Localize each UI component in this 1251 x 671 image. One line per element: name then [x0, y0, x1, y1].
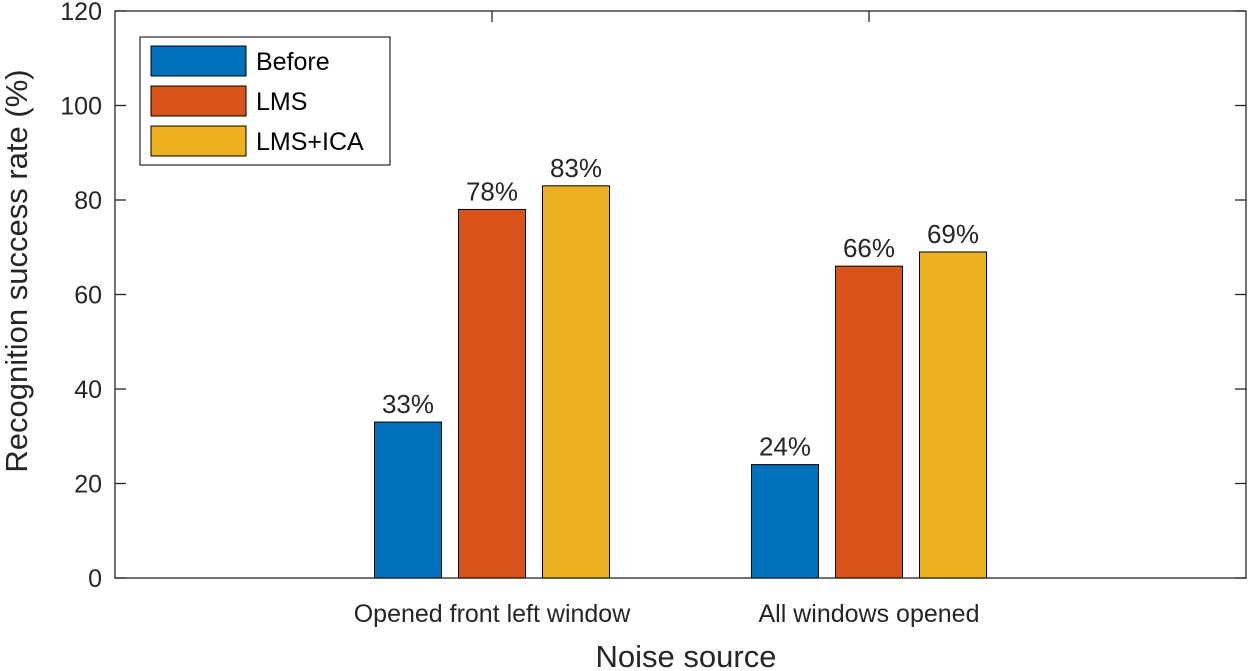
bar-lms-ica — [542, 185, 610, 579]
data-label: 78% — [466, 176, 518, 206]
y-tick-label: 120 — [60, 0, 102, 26]
data-label: 83% — [550, 153, 602, 183]
data-label: 24% — [759, 432, 811, 462]
y-tick-label: 40 — [74, 376, 102, 404]
y-axis-title: Recognition success rate (%) — [0, 69, 34, 472]
bar-lms — [835, 265, 903, 579]
legend-label: LMS — [256, 88, 307, 116]
x-tick-label: Opened front left window — [354, 600, 631, 628]
legend-label: LMS+ICA — [256, 128, 364, 156]
bar-lms-ica — [919, 251, 987, 579]
data-labels: 33% 24% 78% 66% 83% 69% — [382, 153, 979, 462]
legend-swatch — [150, 125, 247, 157]
data-label: 69% — [927, 219, 979, 249]
x-axis-title: Noise source — [596, 639, 777, 671]
x-tick-label: All windows opened — [759, 600, 980, 628]
legend: Before LMS LMS+ICA — [139, 36, 391, 166]
legend-swatch — [150, 45, 247, 77]
x-axis: Opened front left window All windows open… — [354, 11, 980, 628]
bar-lms — [458, 208, 526, 579]
legend-label: Before — [256, 48, 330, 76]
y-axis: 0 20 40 60 80 100 120 — [60, 0, 1246, 593]
y-tick-label: 80 — [74, 187, 102, 215]
y-tick-label: 100 — [60, 93, 102, 121]
legend-swatch — [150, 85, 247, 117]
bars — [374, 185, 987, 579]
y-tick-label: 0 — [88, 565, 102, 593]
y-tick-label: 60 — [74, 282, 102, 310]
bar-before — [751, 464, 819, 579]
data-label: 66% — [843, 233, 895, 263]
y-tick-label: 20 — [74, 471, 102, 499]
bar-before — [374, 421, 442, 579]
data-label: 33% — [382, 389, 434, 419]
